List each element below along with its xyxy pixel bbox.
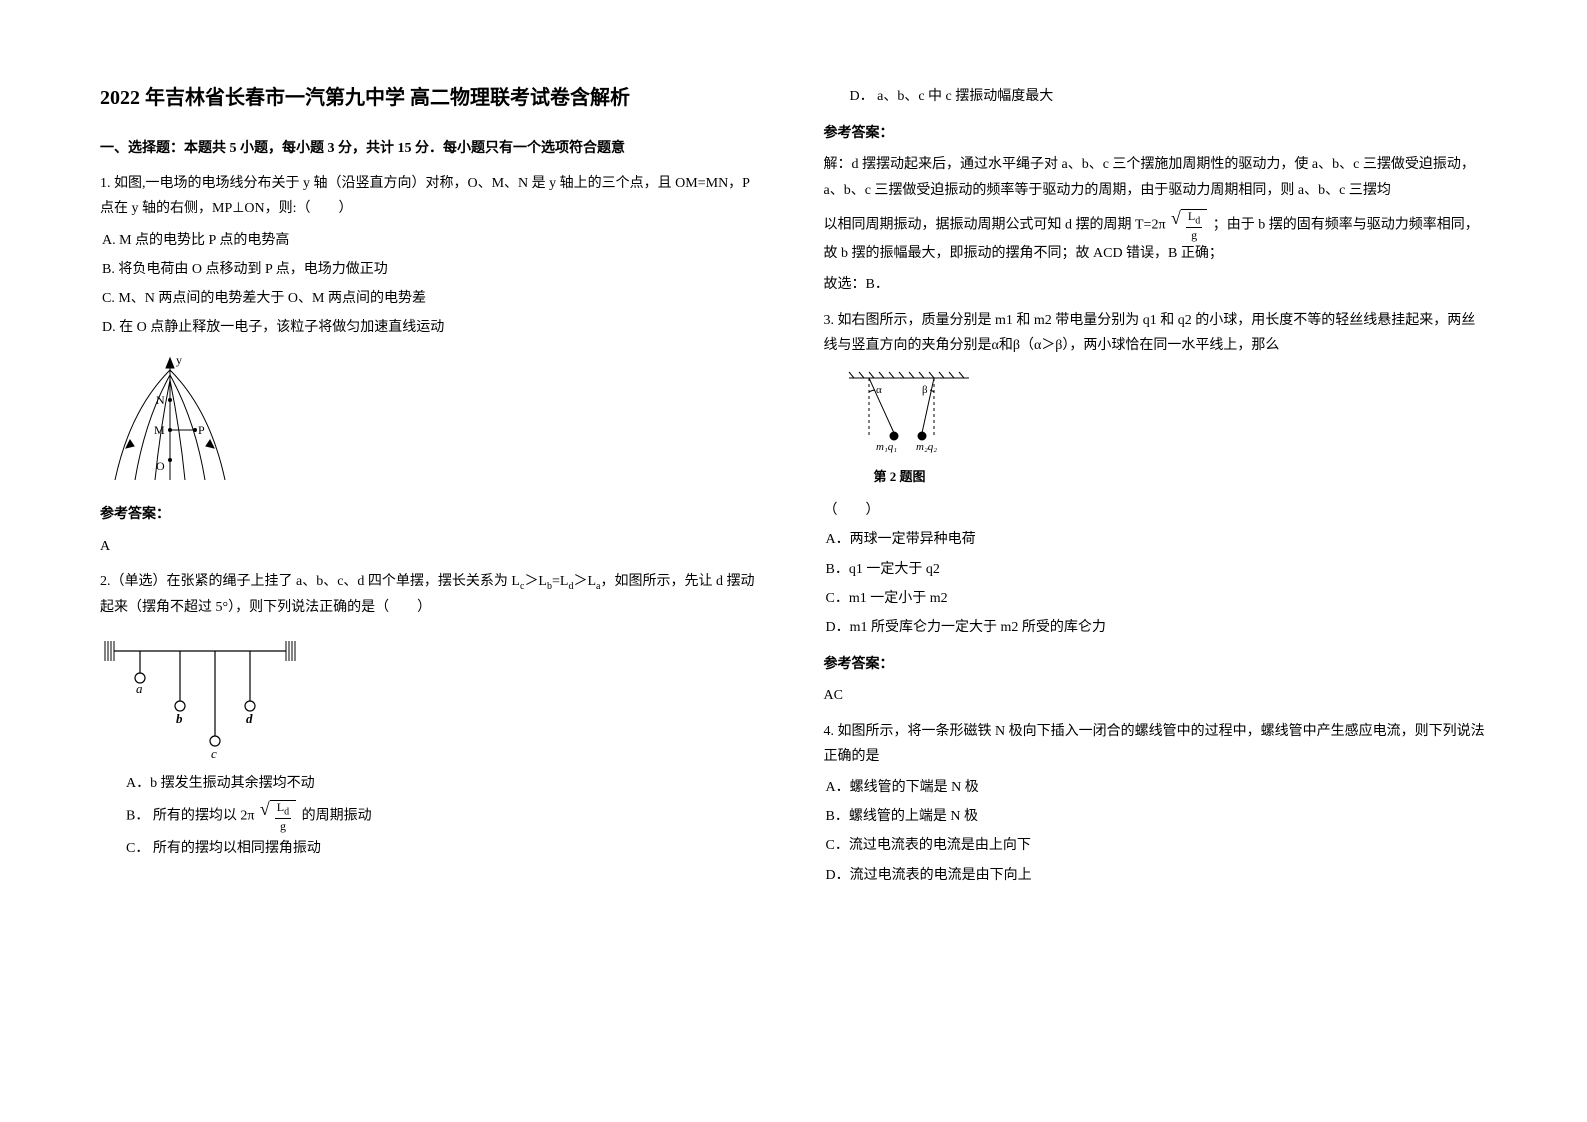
q4-option-d: D．流过电流表的电流是由下向上 [824, 863, 1488, 888]
q2-figure: a b c d [100, 631, 764, 761]
right-column: D． a、b、c 中 c 摆振动幅度最大 参考答案： 解：d 摆摆动起来后，通过… [824, 80, 1488, 898]
q2-option-b: B． 所有的摆均以 2π √ Ld g 的周期振动 [100, 800, 764, 832]
q1-option-b: B. 将负电荷由 O 点移动到 P 点，电场力做正功 [100, 257, 764, 282]
q2-stem-b: ＞L [524, 574, 547, 589]
q2-b-pre: B． 所有的摆均以 2π [126, 808, 254, 823]
label-alpha: α [876, 384, 882, 396]
label-m2q2: m₂q₂ [916, 441, 937, 453]
label-m: M [154, 423, 165, 437]
q3-option-c: C．m1 一定小于 m2 [824, 586, 1488, 611]
q1-stem: 1. 如图,一电场的电场线分布关于 y 轴（沿竖直方向）对称，O、M、N 是 y… [100, 171, 764, 221]
q2-stem-a: 2.（单选）在张紧的绳子上挂了 a、b、c、d 四个单摆，摆长关系为 L [100, 574, 520, 589]
question-1: 1. 如图,一电场的电场线分布关于 y 轴（沿竖直方向）对称，O、M、N 是 y… [100, 171, 764, 559]
label-c: c [211, 746, 217, 761]
q3-ref-label: 参考答案： [824, 652, 1488, 677]
label-p: P [198, 423, 205, 437]
q4-option-a: A．螺线管的下端是 N 极 [824, 775, 1488, 800]
q3-stem: 3. 如右图所示，质量分别是 m1 和 m2 带电量分别为 q1 和 q2 的小… [824, 308, 1488, 358]
q2-option-d: D． a、b、c 中 c 摆振动幅度最大 [824, 84, 1488, 109]
q2-option-c: C． 所有的摆均以相同摆角振动 [100, 836, 764, 861]
q1-ref-label: 参考答案： [100, 502, 764, 527]
q3-caption: 第 2 题图 [824, 465, 1488, 488]
q3-figure: α β m₁q₁ m₂q₂ 第 2 题图 [824, 368, 1488, 488]
period-formula-inline: √ Ld g [1169, 209, 1209, 241]
hanging-charges-diagram: α β m₁q₁ m₂q₂ [824, 368, 994, 463]
q2-stem: 2.（单选）在张紧的绳子上挂了 a、b、c、d 四个单摆，摆长关系为 Lc＞Lb… [100, 569, 764, 621]
q2-explain-2: 以相同周期振动，据振动周期公式可知 d 摆的周期 T=2π √ Ld g ；由于… [824, 209, 1488, 267]
q1-option-a: A. M 点的电势比 P 点的电势高 [100, 228, 764, 253]
q3-option-a: A．两球一定带异种电荷 [824, 527, 1488, 552]
label-y: y [176, 353, 182, 367]
q1-answer: A [100, 534, 764, 559]
label-beta: β [922, 384, 928, 396]
exam-title: 2022 年吉林省长春市一汽第九中学 高二物理联考试卷含解析 [100, 80, 764, 116]
left-column: 2022 年吉林省长春市一汽第九中学 高二物理联考试卷含解析 一、选择题：本题共… [100, 80, 764, 898]
section-1-heading: 一、选择题：本题共 5 小题，每小题 3 分，共计 15 分．每小题只有一个选项… [100, 136, 764, 161]
q2-ref-label: 参考答案： [824, 121, 1488, 146]
q2-stem-c: =L [552, 574, 568, 589]
q2-explain-1: 解：d 摆摆动起来后，通过水平绳子对 a、b、c 三个摆施加周期性的驱动力，使 … [824, 152, 1488, 202]
q1-option-d: D. 在 O 点静止释放一电子，该粒子将做匀加速直线运动 [100, 315, 764, 340]
period-formula: √ Ld g [258, 800, 298, 832]
field-lines-diagram: y N M P O [100, 350, 240, 490]
label-b: b [176, 711, 183, 726]
q2-stem-d: ＞L [573, 574, 596, 589]
pendulum-diagram: a b c d [100, 631, 300, 761]
question-3: 3. 如右图所示，质量分别是 m1 和 m2 带电量分别为 q1 和 q2 的小… [824, 308, 1488, 709]
label-a: a [136, 681, 143, 696]
q2-b-post: 的周期振动 [302, 808, 372, 823]
question-4: 4. 如图所示，将一条形磁铁 N 极向下插入一闭合的螺线管中的过程中，螺线管中产… [824, 719, 1488, 888]
label-m1q1: m₁q₁ [876, 441, 897, 453]
label-n: N [156, 393, 165, 407]
q3-option-d: D．m1 所受库仑力一定大于 m2 所受的库仑力 [824, 615, 1488, 640]
q3-answer: AC [824, 683, 1488, 708]
q1-figure: y N M P O [100, 350, 764, 490]
q2-option-a: A．b 摆发生振动其余摆均不动 [100, 771, 764, 796]
q4-option-b: B．螺线管的上端是 N 极 [824, 804, 1488, 829]
q4-stem: 4. 如图所示，将一条形磁铁 N 极向下插入一闭合的螺线管中的过程中，螺线管中产… [824, 719, 1488, 769]
q4-option-c: C．流过电流表的电流是由上向下 [824, 833, 1488, 858]
q3-option-b: B．q1 一定大于 q2 [824, 557, 1488, 582]
q1-option-c: C. M、N 两点间的电势差大于 O、M 两点间的电势差 [100, 286, 764, 311]
question-2: 2.（单选）在张紧的绳子上挂了 a、b、c、d 四个单摆，摆长关系为 L c ＞L b… [100, 569, 764, 862]
q2-ex2-pre: 以相同周期振动，据振动周期公式可知 d 摆的周期 T=2π [824, 217, 1166, 232]
label-o: O [156, 459, 165, 473]
label-d: d [246, 711, 253, 726]
q2-conclusion: 故选：B． [824, 272, 1488, 297]
q3-bracket: （ ） [824, 498, 1488, 523]
